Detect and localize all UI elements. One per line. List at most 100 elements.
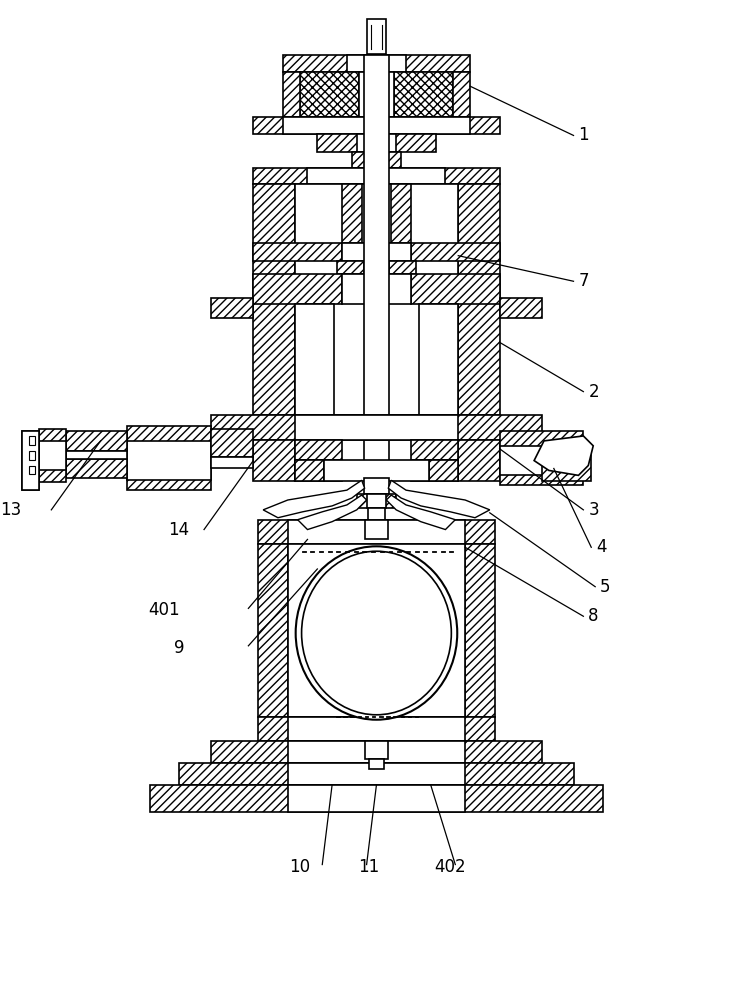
Bar [357,494,396,508]
Bar [364,261,390,274]
Polygon shape [298,495,367,530]
Bar [150,785,603,812]
Bar [39,441,66,470]
Text: 4: 4 [596,538,607,556]
Bar [411,460,459,481]
Bar [253,440,295,481]
Bar [367,19,387,54]
Bar [288,785,465,812]
Bar [295,415,459,440]
Text: 2: 2 [588,383,599,401]
Bar [295,184,459,415]
Bar [418,304,459,415]
Bar [288,763,465,785]
Bar [258,544,288,717]
Bar [22,431,39,490]
Bar [411,243,499,261]
Bar [411,440,459,460]
Bar [295,440,342,460]
Text: 14: 14 [168,521,189,539]
Bar [295,304,334,415]
Bar [253,184,295,415]
Bar [283,117,470,134]
Bar [307,168,445,184]
Bar [369,759,384,769]
Polygon shape [387,495,456,530]
Bar [253,243,342,261]
Text: 402: 402 [435,858,466,876]
Bar [211,298,253,318]
Bar [180,763,574,785]
Bar [337,261,416,274]
Bar [258,717,495,741]
Bar [364,741,388,759]
Bar [542,454,591,481]
Bar [429,460,459,481]
Text: 1: 1 [579,126,589,144]
Bar [394,72,453,117]
Bar [499,431,583,485]
Bar [342,274,411,304]
Bar [288,717,465,741]
Bar [364,520,388,539]
Bar [288,544,465,717]
Text: 8: 8 [588,607,599,625]
Bar [66,431,127,451]
Bar [300,72,358,117]
Bar [357,134,396,152]
Text: 5: 5 [600,578,611,596]
Bar [459,184,499,415]
Bar [295,460,324,481]
Text: 10: 10 [289,858,310,876]
Bar [499,446,583,475]
Text: 9: 9 [174,639,184,657]
Bar [253,168,499,184]
Bar [361,184,391,243]
Bar [367,494,387,508]
Text: 3: 3 [588,501,599,519]
Bar [459,440,499,481]
Bar [66,451,127,459]
Bar [127,441,211,480]
Bar [364,55,390,478]
Bar [283,55,470,72]
Bar [127,426,211,490]
Bar [367,508,385,520]
Bar [211,741,542,763]
Bar [364,478,390,494]
Bar [253,117,499,134]
Bar [283,72,300,117]
Bar [288,741,465,763]
Ellipse shape [295,546,457,720]
Bar [364,152,388,168]
Bar [22,431,39,490]
Bar [342,184,411,243]
Bar [288,520,465,544]
Bar [295,460,342,481]
Bar [211,415,542,440]
Bar [352,152,401,168]
Text: 11: 11 [358,858,379,876]
Bar [253,274,342,304]
Bar [258,520,495,544]
Bar [29,451,35,460]
Bar [358,72,394,117]
Bar [465,544,495,717]
Bar [499,298,542,318]
Polygon shape [534,436,593,475]
Bar [324,460,429,481]
Bar [29,436,35,445]
Bar [453,72,470,117]
Bar [29,466,35,474]
Text: 13: 13 [1,501,22,519]
Bar [342,243,411,261]
Bar [211,429,253,457]
Bar [66,459,127,478]
Polygon shape [388,480,490,518]
Polygon shape [263,480,364,518]
Bar [39,429,66,482]
Bar [211,457,253,468]
Bar [347,55,406,72]
Text: 7: 7 [579,272,589,290]
Text: 401: 401 [148,601,180,619]
